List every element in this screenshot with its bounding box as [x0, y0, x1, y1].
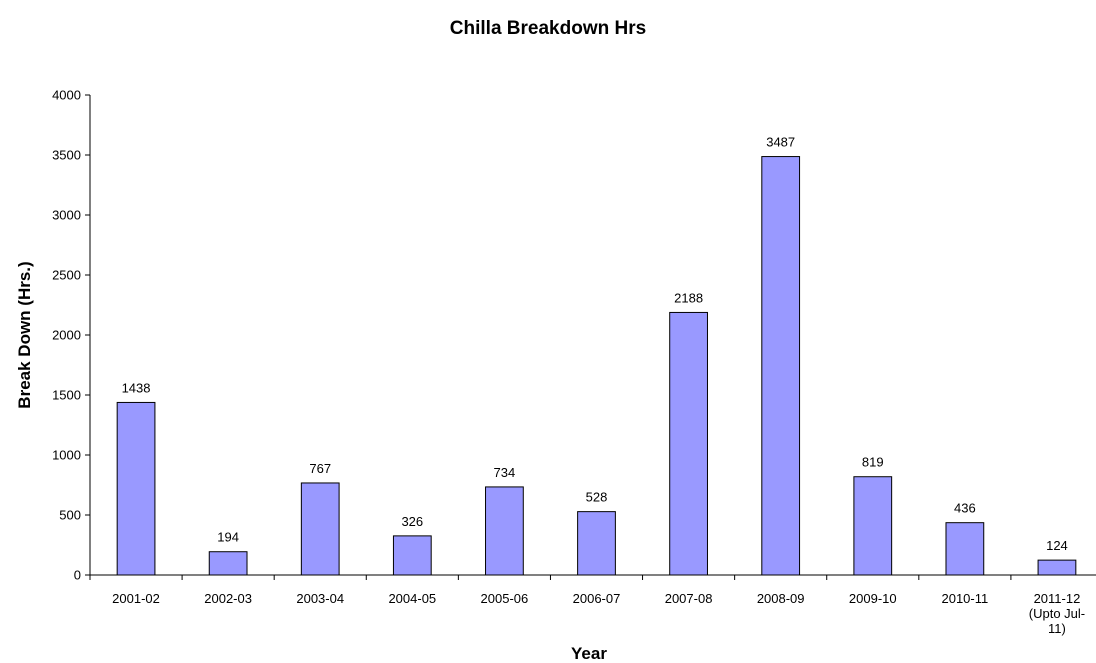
- x-tick-label: 2005-06: [481, 591, 529, 606]
- y-axis: 0 500 1000 1500 2000 2500 3000 3500 4000: [52, 88, 91, 583]
- y-tick-label: 500: [59, 508, 81, 523]
- bar-2009-10: [853, 476, 893, 576]
- x-axis-title: Year: [571, 644, 607, 663]
- bar-2002-03: [208, 551, 248, 576]
- y-axis-title: Break Down (Hrs.): [15, 261, 34, 408]
- bar-2010-11: [945, 522, 985, 576]
- data-label: 1438: [122, 380, 151, 395]
- y-tick-label: 0: [74, 568, 81, 583]
- x-tick-label: 2010-11: [941, 591, 988, 606]
- x-tick-label: 2009-10: [849, 591, 897, 606]
- bar-2001-02: [116, 401, 156, 576]
- x-tick-label: 2011-12 (Upto Jul-11): [1029, 591, 1085, 636]
- y-tick-label: 2500: [52, 268, 81, 283]
- data-label: 767: [309, 461, 331, 476]
- x-tick-label: 2007-08: [665, 591, 713, 606]
- y-tick-label: 4000: [52, 88, 81, 103]
- x-axis: 2001-02 2002-03 2003-04 2004-05 2005-06 2006-…: [89, 574, 1096, 636]
- data-label: 819: [862, 455, 884, 470]
- x-tick-label: 2008-09: [757, 591, 805, 606]
- y-tick-label: 3000: [52, 208, 81, 223]
- chart-title: Chilla Breakdown Hrs: [449, 18, 647, 39]
- bar-2004-05: [392, 535, 432, 576]
- bar-2003-04: [300, 482, 340, 576]
- y-tick-label: 1500: [52, 388, 81, 403]
- data-label: 194: [217, 530, 239, 545]
- bar-2008-09: [761, 156, 801, 576]
- data-label: 528: [586, 490, 608, 505]
- data-label: 124: [1046, 538, 1068, 553]
- bars: [116, 156, 1077, 576]
- data-labels: 1438 194 767 326 734 528 2188 3487 819 436 124: [122, 135, 1068, 554]
- bar-2007-08: [669, 311, 708, 576]
- bar-2005-06: [485, 486, 524, 576]
- x-tick-label: 2004-05: [388, 591, 436, 606]
- y-tick-label: 2000: [52, 328, 81, 343]
- x-tick-label: 2002-03: [204, 591, 252, 606]
- data-label: 2188: [674, 290, 703, 305]
- x-tick-label: 2006-07: [573, 591, 621, 606]
- bar-2011-12: [1037, 559, 1077, 576]
- y-tick-label: 1000: [52, 448, 81, 463]
- data-label: 3487: [766, 135, 795, 150]
- y-tick-label: 3500: [52, 148, 81, 163]
- x-tick-label: 2003-04: [296, 591, 344, 606]
- bar-2006-07: [577, 511, 616, 576]
- data-label: 326: [401, 514, 423, 529]
- data-label: 436: [954, 501, 976, 516]
- data-label: 734: [494, 465, 516, 480]
- x-tick-label: 2001-02: [112, 591, 160, 606]
